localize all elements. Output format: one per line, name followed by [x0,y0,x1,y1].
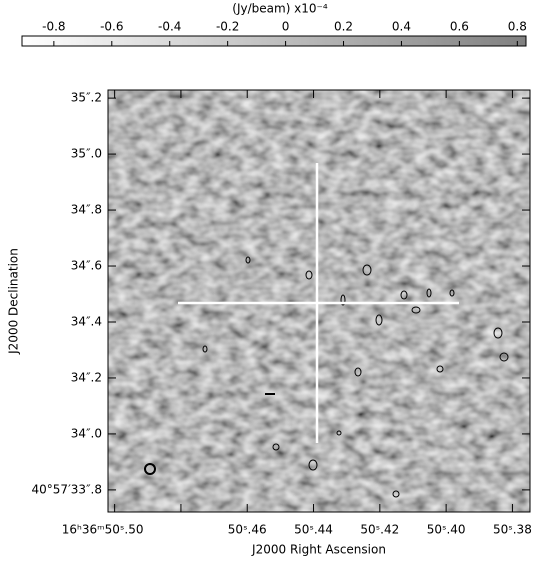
colorbar-tick-label: -0.2 [216,20,239,34]
y-tick-label: 34″.2 [71,370,102,384]
colorbar-tick-label: 0 [282,20,290,34]
x-tick-label: 16ʰ36ᵐ50ˢ.50 [62,523,144,537]
x-tick-label: 50ˢ.44 [294,523,333,537]
y-tick-label: 35″.0 [71,147,102,161]
colorbar [21,35,527,47]
y-axis-label: J2000 Declination [7,248,21,355]
y-tick-label: 34″.6 [71,259,102,273]
colorbar-tick-label: -0.4 [158,20,181,34]
colorbar-tick-label: 0.2 [334,20,353,34]
x-axis-label: J2000 Right Ascension [251,543,386,557]
x-tick-label: 50ˢ.38 [493,523,532,537]
y-tick-label: 35″.2 [71,91,102,105]
x-tick-label: 50ˢ.40 [427,523,466,537]
colorbar-tick-label: -0.6 [100,20,123,34]
y-tick-label: 34″.4 [71,314,102,328]
image-noise [108,90,530,512]
colorbar-tick-label: 0.8 [508,20,527,34]
x-tick-label: 50ˢ.46 [228,523,267,537]
colorbar-tick-label: 0.6 [450,20,469,34]
crosshair [178,163,459,443]
colorbar-tick-label: 0.4 [392,20,411,34]
y-tick-label: 34″.0 [71,426,102,440]
colorbar-label: (Jy/beam) x10⁻⁴ [232,2,328,16]
y-tick-label: 40°57′33″.8 [32,482,102,496]
plot-frame [107,89,531,513]
colorbar-tick-label: -0.8 [42,20,65,34]
x-tick-label: 50ˢ.42 [360,523,399,537]
y-tick-label: 34″.8 [71,203,102,217]
contours [144,256,509,498]
